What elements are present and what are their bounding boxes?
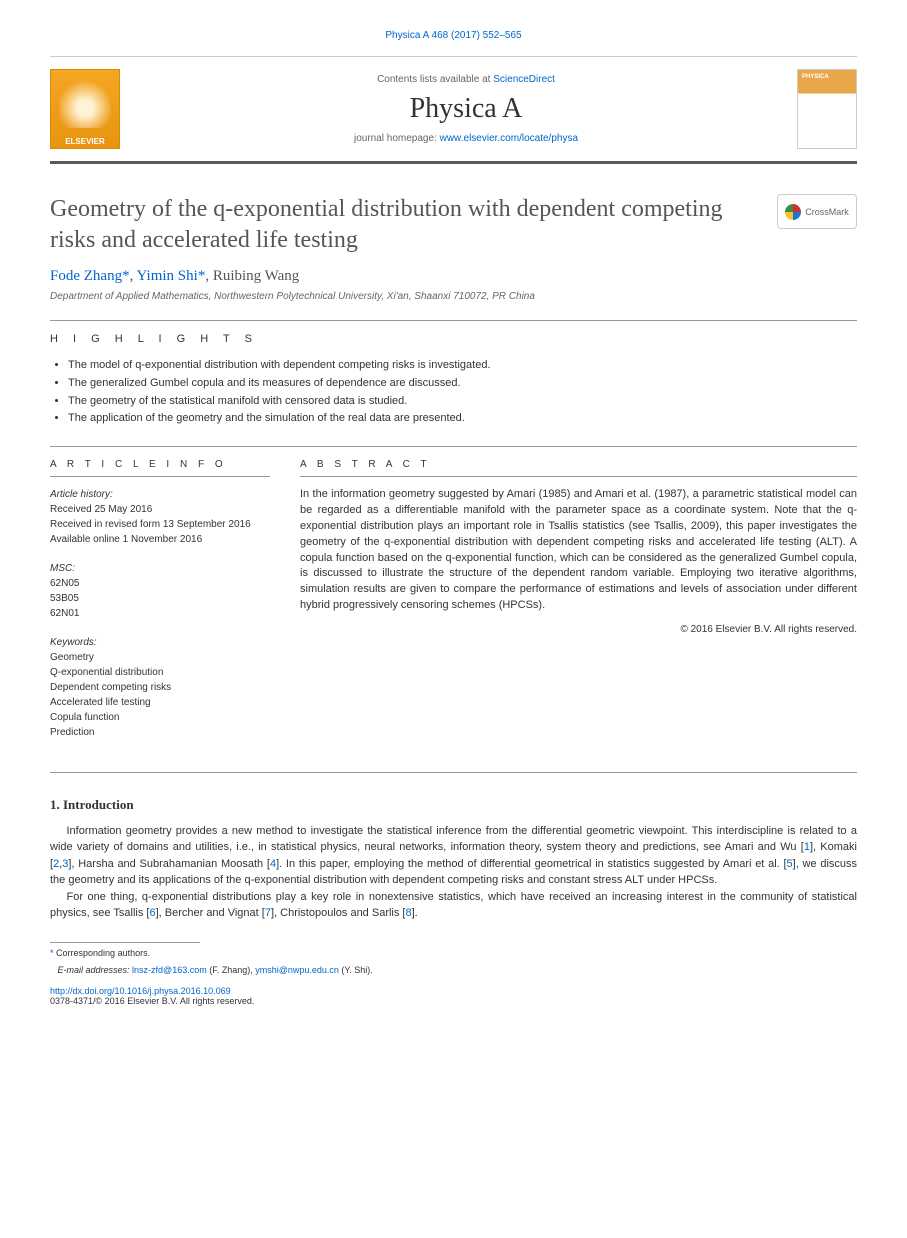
abstract-heading: A B S T R A C T (300, 459, 857, 477)
highlight-item: The geometry of the statistical manifold… (68, 393, 857, 411)
keywords-block: Keywords: Geometry Q-exponential distrib… (50, 635, 270, 740)
history-item: Received in revised form 13 September 20… (50, 517, 270, 532)
highlight-item: The generalized Gumbel copula and its me… (68, 375, 857, 393)
text-run: ], Bercher and Vignat [ (156, 907, 265, 919)
keyword-item: Q-exponential distribution (50, 665, 270, 680)
highlight-item: The application of the geometry and the … (68, 410, 857, 428)
email-who: (Y. Shi). (339, 965, 373, 975)
email-label: E-mail addresses: (58, 965, 133, 975)
affiliation: Department of Applied Mathematics, North… (50, 291, 857, 302)
header-center: Contents lists available at ScienceDirec… (135, 74, 797, 144)
msc-item: 53B05 (50, 591, 270, 606)
doi-link[interactable]: http://dx.doi.org/10.1016/j.physa.2016.1… (50, 986, 231, 996)
keyword-item: Dependent competing risks (50, 680, 270, 695)
history-item: Available online 1 November 2016 (50, 532, 270, 547)
author-sep: , (205, 268, 213, 284)
abstract-col: A B S T R A C T In the information geome… (300, 459, 857, 754)
abstract-copyright: © 2016 Elsevier B.V. All rights reserved… (300, 624, 857, 635)
intro-p1: Information geometry provides a new meth… (50, 823, 857, 889)
article-title: Geometry of the q-exponential distributi… (50, 194, 730, 256)
elsevier-label: ELSEVIER (51, 137, 119, 146)
top-citation: Physica A 468 (2017) 552–565 (50, 30, 857, 41)
sciencedirect-link[interactable]: ScienceDirect (493, 74, 555, 85)
highlights-list: The model of q-exponential distribution … (50, 357, 857, 427)
issn-line: 0378-4371/© 2016 Elsevier B.V. All right… (50, 996, 857, 1006)
article-info-heading: A R T I C L E I N F O (50, 459, 270, 477)
highlight-item: The model of q-exponential distribution … (68, 357, 857, 375)
contents-prefix: Contents lists available at (377, 74, 493, 85)
author-link[interactable]: Fode Zhang (50, 268, 122, 284)
article-info-col: A R T I C L E I N F O Article history: R… (50, 459, 270, 754)
page-container: Physica A 468 (2017) 552–565 ELSEVIER Co… (0, 0, 907, 1036)
corresponding-footnote: * Corresponding authors. (50, 947, 857, 961)
msc-block: MSC: 62N05 53B05 62N01 (50, 561, 270, 621)
journal-name: Physica A (135, 93, 797, 125)
corresponding-label: Corresponding authors. (56, 948, 150, 958)
intro-heading: 1. Introduction (50, 797, 857, 813)
divider (50, 320, 857, 321)
text-run: ]. In this paper, employing the method o… (276, 858, 786, 870)
keyword-item: Accelerated life testing (50, 695, 270, 710)
keyword-item: Copula function (50, 710, 270, 725)
doi-line: http://dx.doi.org/10.1016/j.physa.2016.1… (50, 986, 857, 996)
email-who: (F. Zhang), (207, 965, 256, 975)
homepage-line: journal homepage: www.elsevier.com/locat… (135, 133, 797, 144)
text-run: Information geometry provides a new meth… (50, 825, 857, 854)
homepage-link[interactable]: www.elsevier.com/locate/physa (440, 133, 578, 144)
journal-header: ELSEVIER Contents lists available at Sci… (50, 56, 857, 164)
msc-label: MSC: (50, 561, 270, 576)
info-abstract-row: A R T I C L E I N F O Article history: R… (50, 459, 857, 754)
author-link[interactable]: Yimin Shi (137, 268, 198, 284)
email-footnote: E-mail addresses: lnsz-zfd@163.com (F. Z… (50, 964, 857, 978)
keyword-item: Prediction (50, 725, 270, 740)
elsevier-logo: ELSEVIER (50, 69, 120, 149)
text-run: ], Christopoulos and Sarlis [ (271, 907, 406, 919)
history-block: Article history: Received 25 May 2016 Re… (50, 487, 270, 547)
homepage-prefix: journal homepage: (354, 133, 440, 144)
authors-line: Fode Zhang*, Yimin Shi*, Ruibing Wang (50, 268, 857, 285)
abstract-text: In the information geometry suggested by… (300, 487, 857, 615)
msc-item: 62N05 (50, 576, 270, 591)
crossmark-badge[interactable]: CrossMark (777, 194, 857, 229)
corresponding-star-icon: * (122, 268, 130, 284)
divider (50, 446, 857, 447)
msc-item: 62N01 (50, 606, 270, 621)
highlights-heading: H I G H L I G H T S (50, 333, 857, 345)
star-icon: * (50, 948, 54, 958)
contents-line: Contents lists available at ScienceDirec… (135, 74, 797, 85)
text-run: ]. (412, 907, 418, 919)
email-link[interactable]: lnsz-zfd@163.com (132, 965, 207, 975)
title-section: Geometry of the q-exponential distributi… (50, 194, 857, 256)
journal-cover-thumb (797, 69, 857, 149)
text-run: ], Harsha and Subrahamanian Moosath [ (68, 858, 270, 870)
history-label: Article history: (50, 487, 270, 502)
intro-p2: For one thing, q-exponential distributio… (50, 889, 857, 922)
author-name: Ruibing Wang (213, 268, 299, 284)
divider (50, 772, 857, 773)
history-item: Received 25 May 2016 (50, 502, 270, 517)
keyword-item: Geometry (50, 650, 270, 665)
footnote-rule (50, 942, 200, 943)
email-link[interactable]: ymshi@nwpu.edu.cn (255, 965, 339, 975)
keywords-label: Keywords: (50, 635, 270, 650)
author-sep: , (130, 268, 137, 284)
